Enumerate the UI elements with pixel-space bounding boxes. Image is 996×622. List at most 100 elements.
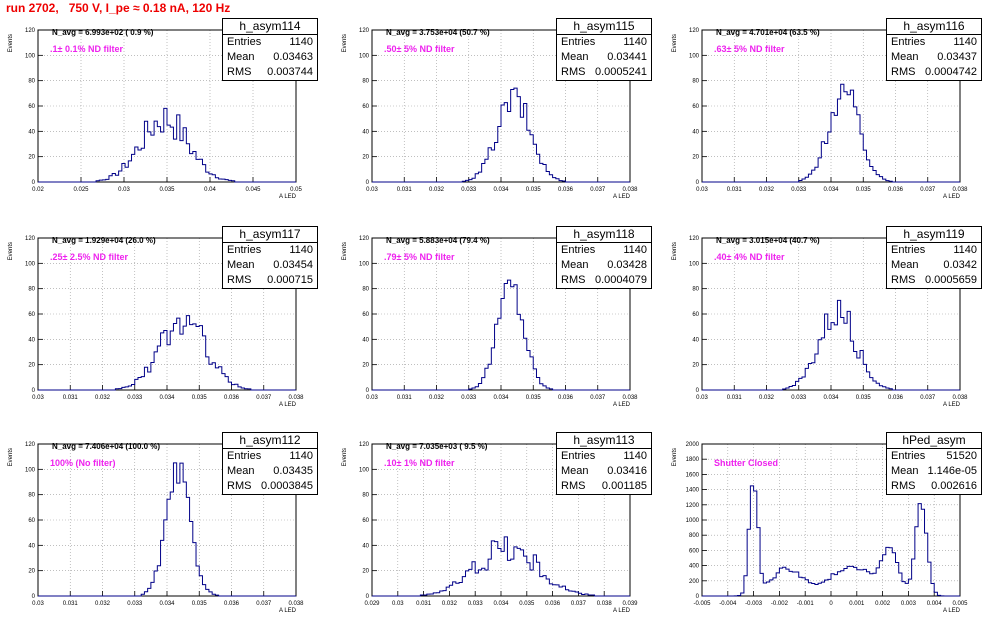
stat-value: 0.000715 (267, 274, 313, 286)
stat-label: Entries (561, 450, 596, 462)
y-tick-label: 100 (689, 261, 700, 267)
x-tick-label: 0.03 (696, 187, 708, 193)
x-tick-label: 0.034 (823, 187, 839, 193)
x-tick-label: 0.034 (823, 395, 839, 401)
x-tick-label: 0.038 (952, 395, 968, 401)
y-tick-label: 60 (362, 312, 369, 318)
histogram-series (38, 107, 296, 183)
x-tick-label: 0.038 (597, 601, 613, 607)
stat-row-rms: RMS 0.000715 (223, 273, 317, 288)
x-tick-label: 0.038 (288, 601, 304, 607)
x-tick-label: 0.036 (224, 395, 240, 401)
x-tick-label: 0.03 (32, 395, 44, 401)
histogram-panel-hPed_asym: -0.005 -0.004 -0.003 -0.002 -0.001 0 0.001 0.00… (670, 432, 982, 622)
y-tick-label: 80 (362, 287, 369, 293)
stat-label: Entries (561, 36, 596, 48)
histogram-series (38, 315, 296, 391)
stat-value: 1140 (289, 450, 313, 462)
y-tick-label: 60 (362, 518, 369, 524)
stat-row-mean: Mean 0.0342 (887, 258, 981, 273)
y-tick-label: 80 (28, 79, 35, 85)
y-tick-label: 0 (32, 594, 36, 600)
stat-label: Mean (891, 465, 919, 477)
histogram-panel-h_asym114: 0.02 0.025 0.03 0.035 0.04 0.045 0.05 0 20 40 60 80… (6, 18, 318, 208)
x-tick-label: 0.034 (493, 601, 509, 607)
histogram-title: h_asym114 (223, 19, 317, 35)
y-tick-label: 40 (28, 337, 35, 343)
y-tick-label: 100 (359, 53, 370, 59)
navg-label: N_avg = 3.753e+04 (50.7 %) (386, 28, 490, 37)
x-tick-label: 0.032 (95, 601, 111, 607)
histogram-panel-h_asym117: 0.03 0.031 0.032 0.033 0.034 0.035 0.036 0.037 0… (6, 226, 318, 416)
histogram-canvas: 0.029 0.03 0.031 0.032 0.033 0.034 0.035 0.036 0… (342, 442, 638, 614)
stat-row-mean: Mean 0.03441 (557, 50, 651, 65)
stat-label: RMS (561, 66, 586, 78)
x-axis-label: A LED (279, 194, 297, 200)
histogram-panel-h_asym115: 0.03 0.031 0.032 0.033 0.034 0.035 0.036 0.037 0… (340, 18, 652, 208)
y-tick-label: 0 (366, 594, 370, 600)
stat-row-rms: RMS 0.0004742 (887, 65, 981, 80)
x-tick-label: 0.03 (118, 187, 130, 193)
histogram-canvas: 0.03 0.031 0.032 0.033 0.034 0.035 0.036 0.037 0… (672, 28, 968, 200)
stat-value: 1.146e-05 (927, 465, 977, 477)
x-tick-label: 0.035 (519, 601, 535, 607)
stat-row-entries: Entries 1140 (223, 449, 317, 464)
stat-value: 1140 (623, 36, 647, 48)
x-axis-label: A LED (613, 402, 631, 408)
x-tick-label: 0.037 (920, 395, 936, 401)
stat-value: 0.03435 (273, 465, 313, 477)
x-tick-label: 0.031 (727, 187, 743, 193)
x-tick-label: 0.037 (571, 601, 587, 607)
stat-value: 0.0005659 (925, 274, 977, 286)
stat-row-entries: Entries 51520 (887, 449, 981, 464)
stat-label: Mean (561, 465, 589, 477)
stat-label: Mean (891, 259, 919, 271)
stat-row-rms: RMS 0.003744 (223, 65, 317, 80)
stat-value: 0.03454 (273, 259, 313, 271)
stat-row-entries: Entries 1140 (557, 449, 651, 464)
x-tick-label: 0.003 (901, 601, 917, 607)
stat-label: RMS (227, 66, 252, 78)
stat-value: 1140 (289, 36, 313, 48)
stat-label: Mean (561, 259, 589, 271)
x-tick-label: 0.03 (366, 395, 378, 401)
y-tick-label: 40 (362, 129, 369, 135)
y-tick-label: 1600 (686, 472, 700, 478)
histogram-series (372, 536, 630, 597)
histogram-panel-h_asym116: 0.03 0.031 0.032 0.033 0.034 0.035 0.036 0.037 0… (670, 18, 982, 208)
stat-value: 0.03416 (607, 465, 647, 477)
histogram-title: hPed_asym (887, 433, 981, 449)
x-tick-label: 0.032 (429, 187, 445, 193)
y-tick-label: 600 (689, 548, 700, 554)
navg-label: N_avg = 3.015e+04 (40.7 %) (716, 236, 820, 245)
filter-annotation: .1± 0.1% ND filter (50, 44, 123, 54)
x-tick-label: 0.03 (696, 395, 708, 401)
filter-annotation: 100% (No filter) (50, 458, 116, 468)
x-tick-label: 0.034 (493, 187, 509, 193)
stat-label: RMS (891, 66, 916, 78)
x-tick-label: 0 (829, 601, 833, 607)
histogram-title: h_asym112 (223, 433, 317, 449)
y-tick-label: 80 (28, 493, 35, 499)
y-tick-label: 120 (689, 28, 700, 34)
y-tick-label: 1400 (686, 488, 700, 494)
navg-label: N_avg = 6.993e+02 ( 0.9 %) (52, 28, 154, 37)
stat-label: Entries (891, 450, 926, 462)
stat-value: 1140 (623, 450, 647, 462)
stat-row-mean: Mean 0.03416 (557, 464, 651, 479)
histogram-panel-h_asym118: 0.03 0.031 0.032 0.033 0.034 0.035 0.036 0.037 0… (340, 226, 652, 416)
stat-value: 0.003744 (267, 66, 313, 78)
y-tick-label: 80 (692, 287, 699, 293)
run-title: run 2702, 750 V, I_pe ≈ 0.18 nA, 120 Hz (6, 1, 231, 15)
x-tick-label: 0.029 (364, 601, 380, 607)
stat-value: 0.03437 (937, 51, 977, 63)
histogram-panel-h_asym113: 0.029 0.03 0.031 0.032 0.033 0.034 0.035 0.036 0… (340, 432, 652, 622)
navg-label: N_avg = 5.883e+04 (79.4 %) (386, 236, 490, 245)
x-tick-label: -0.001 (797, 601, 815, 607)
x-tick-label: 0.032 (759, 395, 775, 401)
filter-annotation: .25± 2.5% ND filter (50, 252, 128, 262)
stats-box: h_asym115 Entries 1140 Mean 0.03441 RMS 0.0005… (556, 18, 652, 81)
x-tick-label: 0.036 (888, 187, 904, 193)
x-tick-label: 0.035 (192, 395, 208, 401)
y-tick-label: 100 (25, 467, 36, 473)
